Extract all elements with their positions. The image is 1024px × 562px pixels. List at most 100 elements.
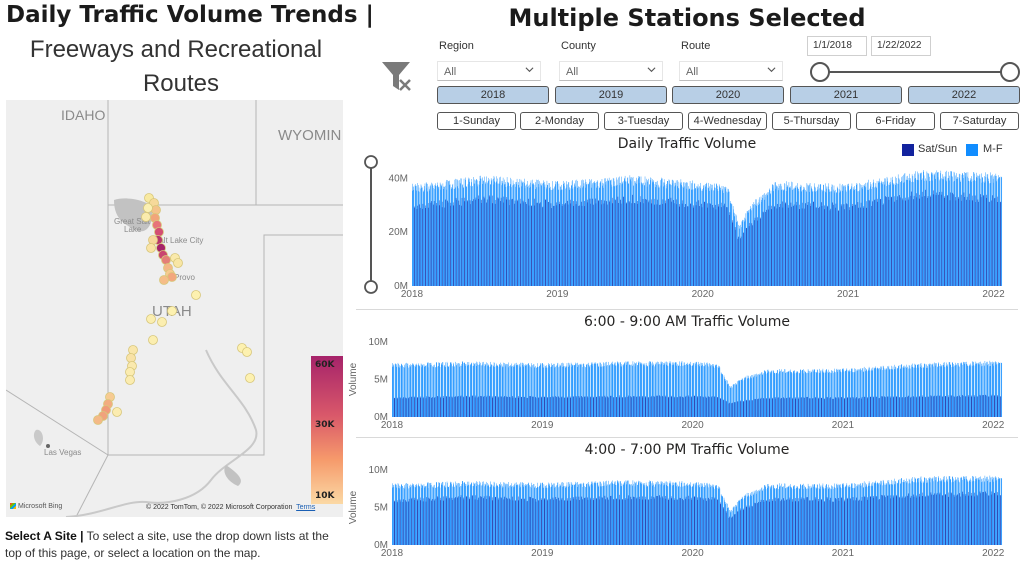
station-marker[interactable] [148,335,158,345]
x-tick-label: 2022 [982,289,1005,300]
year-button-2019[interactable]: 2019 [555,86,667,104]
chevron-down-icon [647,67,656,73]
station-marker[interactable] [93,415,103,425]
microsoft-logo-icon [10,503,16,510]
legend-label-sat-sun: Sat/Sun [918,143,958,155]
x-tick-label: 2020 [692,289,715,300]
day-button-2-monday[interactable]: 2-Monday [520,112,599,130]
station-marker[interactable] [146,314,156,324]
region-dropdown[interactable]: All [437,61,541,81]
bing-logo: Microsoft Bing [10,503,62,510]
legend-mid-label: 30K [315,420,335,430]
divider [356,309,1018,310]
daily-traffic-chart[interactable]: 0M 20M 40M 2018 2019 2020 2021 2022 [362,155,1022,305]
y-tick-label: 0M [374,412,388,423]
station-marker[interactable] [112,407,122,417]
map-label-lake: Lake [124,225,142,234]
legend-min-label: 10K [315,491,335,501]
divider [356,437,1018,438]
station-marker[interactable] [191,290,201,300]
x-tick-label: 2021 [832,548,855,559]
y-tick-label: 20M [389,227,408,238]
x-tick-label: 2021 [837,289,860,300]
date-slider-start-handle[interactable] [810,62,830,82]
clear-filter-icon[interactable] [380,60,414,94]
river [65,349,258,517]
map-label-great-salt: Great Salt [114,217,151,226]
state-border-idaho [107,100,257,206]
bars [412,170,1003,286]
map-label-wyoming: WYOMIN [278,127,341,144]
year-button-2018[interactable]: 2018 [437,86,549,104]
station-marker[interactable] [173,258,183,268]
y-tick-label: 5M [374,375,388,386]
y-axis-label: Volume [348,362,359,396]
station-marker[interactable] [151,205,161,215]
legend-max-label: 60K [315,360,335,370]
station-marker[interactable] [167,306,177,316]
y-tick-label: 40M [389,173,408,184]
terms-link[interactable]: Terms [296,504,316,511]
legend-label-m-f: M-F [983,143,1003,155]
pm-traffic-chart[interactable]: 0M 5M 10M 2018 2019 2020 2021 2022 Volume [348,462,1022,562]
map-label-las-vegas: Las Vegas [44,448,81,457]
page-subtitle-line-2: Routes [142,70,220,97]
state-border-utah [107,205,343,456]
station-marker[interactable] [154,227,164,237]
station-marker[interactable] [148,235,158,245]
route-dropdown[interactable]: All [679,61,783,81]
legend-swatch-m-f [966,144,978,156]
station-marker[interactable] [245,373,255,383]
x-tick-label: 2018 [381,420,404,431]
day-button-3-tuesday[interactable]: 3-Tuesday [604,112,683,130]
am-traffic-chart[interactable]: 0M 5M 10M 2018 2019 2020 2021 2022 Volume [348,334,1022,434]
state-border-nevada [6,389,109,456]
zoom-slider-top-handle[interactable] [364,155,378,169]
station-marker[interactable] [126,353,136,363]
start-date-input[interactable]: 1/1/2018 [807,36,867,56]
zoom-slider-bottom-handle[interactable] [364,280,378,294]
day-button-4-wednesday[interactable]: 4-Wednesday [688,112,767,130]
station-marker[interactable] [159,275,169,285]
station-marker[interactable] [161,255,171,265]
end-date-input[interactable]: 1/22/2022 [871,36,931,56]
station-marker[interactable] [242,347,252,357]
bars [392,360,1003,417]
station-markers[interactable] [93,193,255,425]
x-tick-label: 2019 [546,289,569,300]
station-marker[interactable] [128,345,138,355]
state-border-arizona [75,454,109,517]
county-slicer-title: County [561,40,596,52]
selection-title: Multiple Stations Selected [508,4,866,32]
day-button-7-saturday[interactable]: 7-Saturday [940,112,1019,130]
x-tick-label: 2018 [401,289,424,300]
county-dropdown[interactable]: All [559,61,663,81]
page-subtitle-line-1: Freeways and Recreational [29,36,323,63]
date-slider-end-handle[interactable] [1000,62,1020,82]
x-tick-label: 2019 [531,420,554,431]
station-marker[interactable] [125,375,135,385]
map-color-legend: 60K 30K 10K [311,356,343,504]
station-marker[interactable] [141,212,151,222]
x-tick-label: 2022 [982,548,1005,559]
x-tick-label: 2018 [381,548,404,559]
map-label-salt-lake-city: Salt Lake City [154,236,203,245]
station-marker[interactable] [146,243,156,253]
day-button-5-thursday[interactable]: 5-Thursday [772,112,851,130]
year-button-2022[interactable]: 2022 [908,86,1020,104]
day-button-6-friday[interactable]: 6-Friday [856,112,935,130]
station-marker[interactable] [143,203,153,213]
x-tick-label: 2021 [832,420,855,431]
map-canvas[interactable]: IDAHO WYOMIN UTAH Great Salt Lake Salt L… [6,100,343,517]
region-slicer-title: Region [439,40,474,52]
route-slicer-title: Route [681,40,711,52]
great-salt-lake [114,198,153,232]
year-button-2020[interactable]: 2020 [672,86,784,104]
station-map[interactable]: IDAHO WYOMIN UTAH Great Salt Lake Salt L… [6,100,343,517]
station-marker[interactable] [157,317,167,327]
y-axis-label: Volume [348,490,359,524]
day-button-1-sunday[interactable]: 1-Sunday [437,112,516,130]
year-button-2021[interactable]: 2021 [790,86,902,104]
bars [392,475,1003,545]
date-range-slider[interactable] [820,71,1010,73]
